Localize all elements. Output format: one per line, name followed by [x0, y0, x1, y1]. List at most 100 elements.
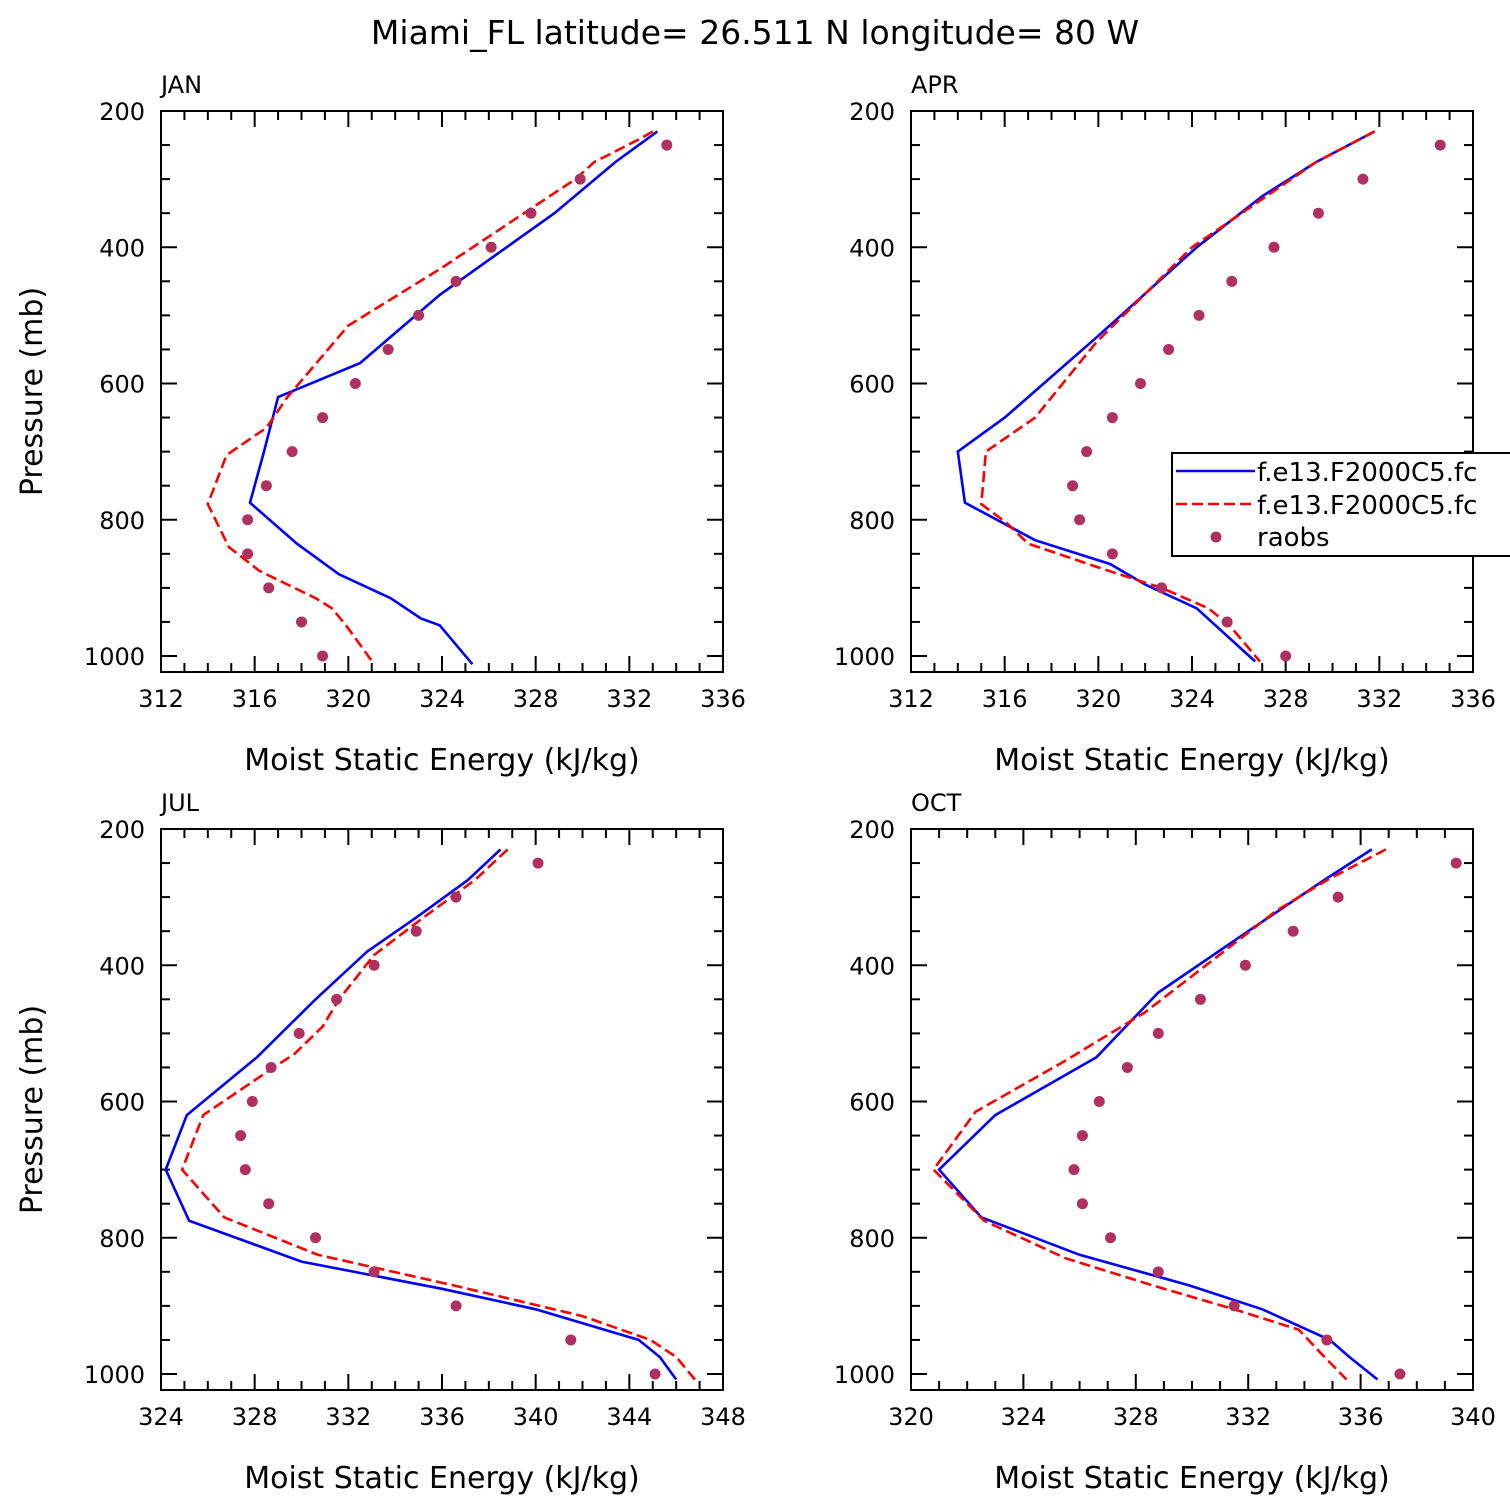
raobs-point: [242, 514, 254, 526]
raobs-point: [1332, 891, 1344, 903]
x-tick-label: 324: [419, 685, 465, 713]
y-tick-label: 600: [99, 1089, 145, 1117]
raobs-point: [1312, 207, 1324, 219]
raobs-point: [410, 925, 422, 937]
raobs-point: [235, 1130, 247, 1142]
x-tick-label: 328: [1263, 685, 1309, 713]
raobs-point: [1394, 1368, 1406, 1380]
x-tick-label: 348: [700, 1403, 746, 1431]
model-line-dashed: [180, 848, 696, 1381]
y-tick-label: 800: [99, 1225, 145, 1253]
model-line-solid: [164, 848, 678, 1381]
raobs-point: [565, 1334, 577, 1346]
y-tick-label: 400: [99, 234, 145, 262]
raobs-point: [1093, 1096, 1105, 1107]
raobs-point: [413, 309, 425, 321]
x-tick-label: 344: [606, 1403, 652, 1431]
x-tick-label: 328: [513, 685, 559, 713]
raobs-point: [1106, 412, 1118, 424]
x-tick-label: 320: [1075, 685, 1121, 713]
raobs-point: [1163, 343, 1175, 355]
y-tick-label: 600: [849, 371, 895, 399]
model-line-solid: [956, 130, 1376, 663]
y-tick-label: 600: [849, 1089, 895, 1117]
x-axis-label: Moist Static Energy (kJ/kg): [244, 743, 640, 778]
raobs-point: [525, 207, 537, 219]
y-tick-label: 200: [99, 98, 145, 126]
panel-apr: 200 400 600 800 1000 312 316 320 324 328 332 336 APR…: [834, 71, 1496, 778]
raobs-point: [1076, 1130, 1088, 1142]
x-tick-label: 340: [1450, 1403, 1496, 1431]
raobs-point: [349, 378, 361, 389]
x-tick-label: 324: [138, 1403, 184, 1431]
raobs-point: [317, 412, 329, 424]
model-line-dashed: [979, 130, 1376, 663]
x-tick-label: 336: [1338, 1403, 1384, 1431]
model-line-solid: [248, 130, 659, 666]
plot-frame: [160, 828, 724, 1391]
raobs-point: [331, 993, 343, 1005]
raobs-point: [532, 857, 544, 869]
raobs-point: [265, 1061, 277, 1073]
x-tick-label: 332: [325, 1403, 371, 1431]
x-tick-label: 332: [606, 685, 652, 713]
legend-marker: [1210, 531, 1222, 543]
x-axis-label: Moist Static Energy (kJ/kg): [994, 743, 1390, 778]
panel-title: JUL: [159, 789, 200, 817]
raobs-point: [368, 959, 380, 971]
panel-oct: 200 400 600 800 1000 320 324 328 332 336 340 OCT Moi…: [834, 789, 1496, 1496]
y-tick-label: 400: [99, 952, 145, 980]
raobs-point: [1076, 1198, 1088, 1210]
raobs-point: [1228, 1300, 1240, 1312]
y-tick-label: 800: [849, 1225, 895, 1253]
y-axis-label: Pressure (mb): [15, 287, 50, 496]
raobs-point: [1357, 173, 1369, 185]
raobs-point: [450, 891, 462, 903]
x-tick-label: 320: [325, 685, 371, 713]
raobs-point: [1156, 582, 1168, 594]
y-tick-label: 1000: [84, 1361, 145, 1389]
x-tick-label: 324: [1000, 1403, 1046, 1431]
raobs-point: [296, 616, 307, 628]
x-tick-label: 332: [1356, 685, 1402, 713]
x-axis-label: Moist Static Energy (kJ/kg): [994, 1461, 1390, 1496]
raobs-point: [260, 480, 272, 492]
raobs-point: [1287, 925, 1299, 937]
plot-frame: [160, 110, 724, 673]
x-tick-label: 340: [513, 1403, 559, 1431]
raobs-point: [1194, 993, 1206, 1005]
y-tick-label: 1000: [834, 1361, 895, 1389]
raobs-point: [263, 1198, 275, 1210]
x-tick-label: 336: [700, 685, 746, 713]
y-axis-label: Pressure (mb): [15, 1005, 50, 1214]
plot-frame: [910, 828, 1474, 1391]
y-tick-label: 600: [99, 371, 145, 399]
legend-label: f.e13.F2000C5.fc: [1257, 458, 1477, 488]
raobs-point: [1434, 139, 1446, 151]
raobs-point: [382, 343, 394, 355]
raobs-point: [1239, 959, 1251, 971]
x-tick-label: 336: [1450, 685, 1496, 713]
x-tick-label: 316: [232, 685, 278, 713]
raobs-point: [1068, 1164, 1080, 1176]
raobs-point: [574, 173, 586, 185]
raobs-point: [1074, 514, 1086, 526]
raobs-point: [263, 582, 275, 594]
x-tick-label: 312: [888, 685, 934, 713]
raobs-point: [286, 446, 298, 458]
x-tick-label: 320: [888, 1403, 934, 1431]
chart-title: Miami_FL latitude= 26.511 N longitude= 8…: [371, 13, 1139, 52]
x-tick-label: 336: [419, 1403, 465, 1431]
y-tick-label: 400: [849, 234, 895, 262]
panel-title: JAN: [159, 71, 202, 99]
raobs-point: [242, 548, 254, 560]
raobs-point: [1121, 1061, 1133, 1073]
x-tick-label: 316: [982, 685, 1028, 713]
raobs-point: [485, 241, 497, 253]
y-tick-label: 400: [849, 952, 895, 980]
raobs-point: [1106, 548, 1118, 560]
raobs-point: [1193, 309, 1205, 321]
raobs-point: [1152, 1027, 1164, 1039]
